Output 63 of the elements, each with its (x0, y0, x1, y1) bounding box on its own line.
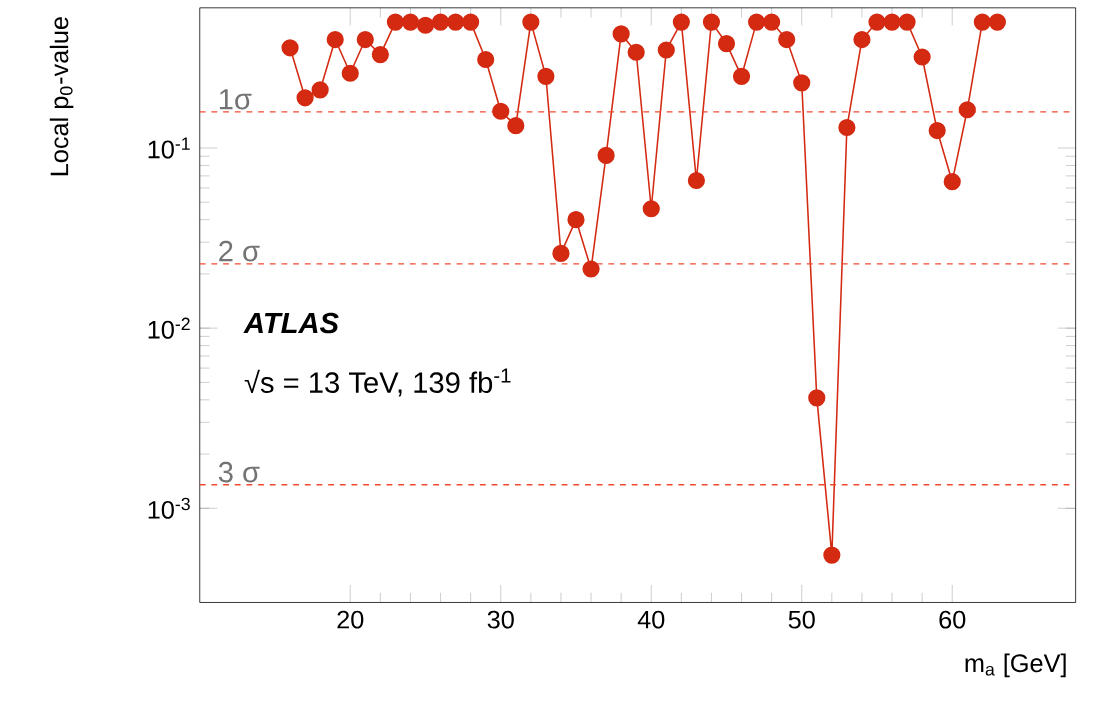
point (386, 13, 404, 31)
ref-line-label: 3 σ (218, 461, 260, 483)
point (883, 13, 901, 31)
point (732, 67, 751, 85)
annotation: ATLAS (243, 312, 339, 334)
x-axis-title: m$_{a}$ [GeV] (965, 653, 1066, 678)
point (928, 121, 946, 140)
point (823, 546, 841, 564)
point (838, 118, 856, 137)
point (371, 45, 389, 64)
y-axis-title: Local p$_{0}$-value (49, 17, 74, 176)
annotation: √s = 13 TeV, 139 fb$^{-1}$ (244, 368, 511, 397)
point (853, 30, 871, 49)
point (657, 41, 675, 59)
point (326, 30, 344, 49)
point (687, 171, 705, 190)
point (582, 260, 600, 278)
y-tick-label: 10$^{-2}$ (148, 317, 190, 339)
point (552, 244, 570, 262)
point (462, 13, 480, 31)
y-tick-label: 10$^{-3}$ (148, 497, 190, 519)
ref-line-label: 2 σ (219, 240, 260, 262)
point (311, 81, 329, 99)
point (778, 30, 796, 49)
point (973, 13, 991, 31)
point (988, 13, 1006, 31)
point (913, 48, 931, 66)
ref-line-label: 1σ (219, 89, 252, 110)
point (702, 13, 721, 31)
point (447, 13, 465, 31)
point (943, 173, 961, 191)
x-tick-label: 50 (788, 610, 815, 629)
point (416, 16, 435, 34)
x-tick-label: 20 (337, 610, 364, 629)
point (793, 74, 811, 92)
point (612, 25, 630, 43)
point (492, 102, 510, 120)
point (808, 389, 826, 407)
point (341, 64, 359, 82)
y-tick-label: 10$^{-1}$ (148, 137, 190, 159)
point (296, 89, 314, 107)
point (597, 146, 615, 164)
point (868, 13, 886, 31)
point (537, 67, 555, 85)
point (748, 13, 766, 31)
point (401, 13, 420, 31)
point (431, 13, 450, 31)
point (507, 117, 525, 135)
point (281, 39, 299, 57)
point (958, 101, 976, 119)
point (567, 211, 585, 229)
x-tick-label: 40 (637, 610, 665, 629)
point (642, 200, 660, 218)
point (763, 13, 781, 31)
point (477, 50, 495, 69)
point (717, 34, 736, 53)
point (522, 13, 540, 31)
point (898, 13, 916, 31)
point (672, 13, 690, 31)
x-tick-label: 30 (487, 610, 514, 629)
point (356, 30, 374, 49)
x-tick-label: 60 (939, 610, 966, 629)
point (627, 43, 645, 61)
